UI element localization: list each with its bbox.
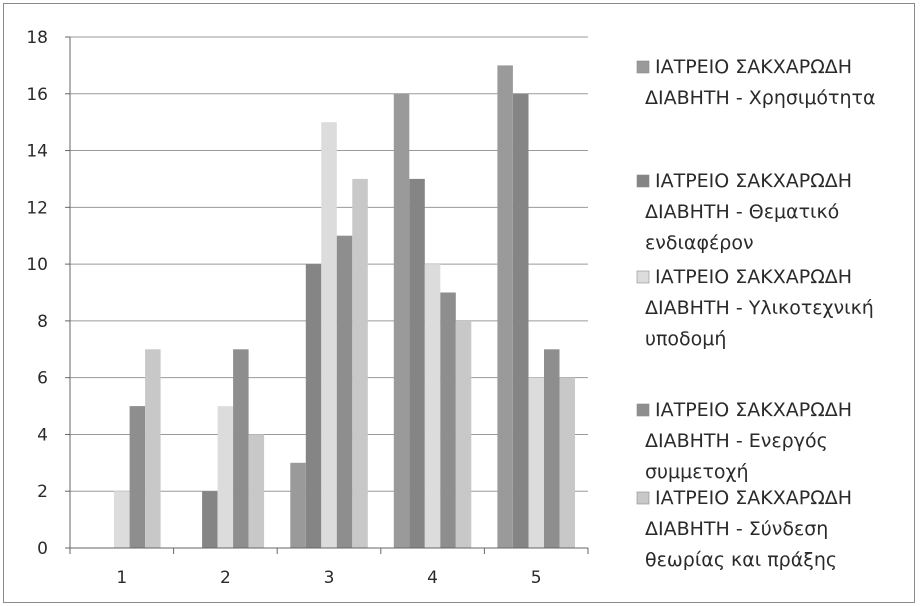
- legend-label: ΙΑΤΡΕΙΟ ΣΑΚΧΑΡΩΔΗ: [655, 399, 852, 421]
- x-axis-ticks: 1 2 3 4 5: [69, 548, 589, 588]
- bar: [528, 377, 544, 548]
- bar: [217, 406, 234, 548]
- y-tick-label: 16: [26, 85, 48, 105]
- bar: [114, 491, 130, 548]
- legend-label: ΔΙΑΒΗΤΗ - Ενεργός: [645, 430, 828, 452]
- bar: [290, 462, 306, 548]
- bar: [305, 264, 322, 548]
- y-tick-label: 12: [26, 198, 48, 218]
- legend-label: ΙΑΤΡΕΙΟ ΣΑΚΧΑΡΩΔΗ: [655, 170, 852, 192]
- legend-swatch: [636, 491, 650, 505]
- legend-label: ΔΙΑΒΗΤΗ - Υλικοτεχνική: [645, 297, 874, 319]
- x-tick-label: 3: [324, 568, 335, 588]
- y-tick-label: 8: [37, 312, 48, 332]
- legend-label: ενδιαφέρον: [645, 232, 754, 254]
- bar: [409, 178, 425, 548]
- legend-label: θεωρίας και πράξης: [645, 549, 837, 571]
- legend: ΙΑΤΡΕΙΟ ΣΑΚΧΑΡΩΔΗ ΔΙΑΒΗΤΗ - Χρησιμότητα ΙΑ…: [636, 56, 876, 571]
- legend-swatch: [636, 403, 650, 417]
- legend-label: ΙΑΤΡΕΙΟ ΣΑΚΧΑΡΩΔΗ: [655, 487, 852, 509]
- legend-swatch: [636, 174, 650, 188]
- y-tick-label: 6: [37, 369, 48, 389]
- x-tick-label: 1: [116, 568, 127, 588]
- y-tick-label: 14: [26, 142, 48, 162]
- bar: [440, 292, 456, 548]
- y-tick-label: 18: [26, 28, 48, 48]
- bar: [202, 491, 218, 548]
- bar: [544, 349, 560, 548]
- axes: [69, 37, 588, 549]
- bar: [145, 349, 161, 548]
- bar: [233, 349, 249, 548]
- legend-label: ΙΑΤΡΕΙΟ ΣΑΚΧΑΡΩΔΗ: [655, 56, 852, 78]
- bars: [114, 65, 575, 549]
- bar: [248, 434, 265, 548]
- y-tick-label: 4: [37, 425, 48, 445]
- y-tick-label: 10: [26, 255, 48, 275]
- bar: [455, 320, 472, 548]
- y-tick-label: 2: [37, 482, 48, 502]
- bar: [321, 122, 337, 548]
- bar: [513, 93, 529, 549]
- x-tick-label: 5: [531, 568, 542, 588]
- y-axis-ticks: 0 2 4 6 8 10 12 14 16 18: [26, 28, 70, 559]
- bar: [497, 65, 513, 549]
- legend-label: συμμετοχή: [645, 461, 749, 483]
- bar: [129, 406, 146, 548]
- bar: [559, 377, 575, 548]
- bar: [424, 264, 441, 548]
- legend-swatch: [636, 270, 650, 284]
- x-tick-label: 2: [220, 568, 231, 588]
- legend-label: ΙΑΤΡΕΙΟ ΣΑΚΧΑΡΩΔΗ: [655, 266, 852, 288]
- legend-label: ΔΙΑΒΗΤΗ - Θεματικό: [645, 201, 839, 223]
- legend-label: ΔΙΑΒΗΤΗ - Σύνδεση: [645, 518, 828, 540]
- x-tick-label: 4: [427, 568, 438, 588]
- bar: [352, 178, 368, 548]
- y-tick-label: 0: [37, 539, 48, 559]
- bar: [393, 93, 410, 549]
- legend-label: υποδομή: [645, 328, 726, 350]
- legend-label: ΔΙΑΒΗΤΗ - Χρησιμότητα: [645, 87, 876, 109]
- bar: [336, 235, 353, 548]
- legend-swatch: [636, 60, 650, 74]
